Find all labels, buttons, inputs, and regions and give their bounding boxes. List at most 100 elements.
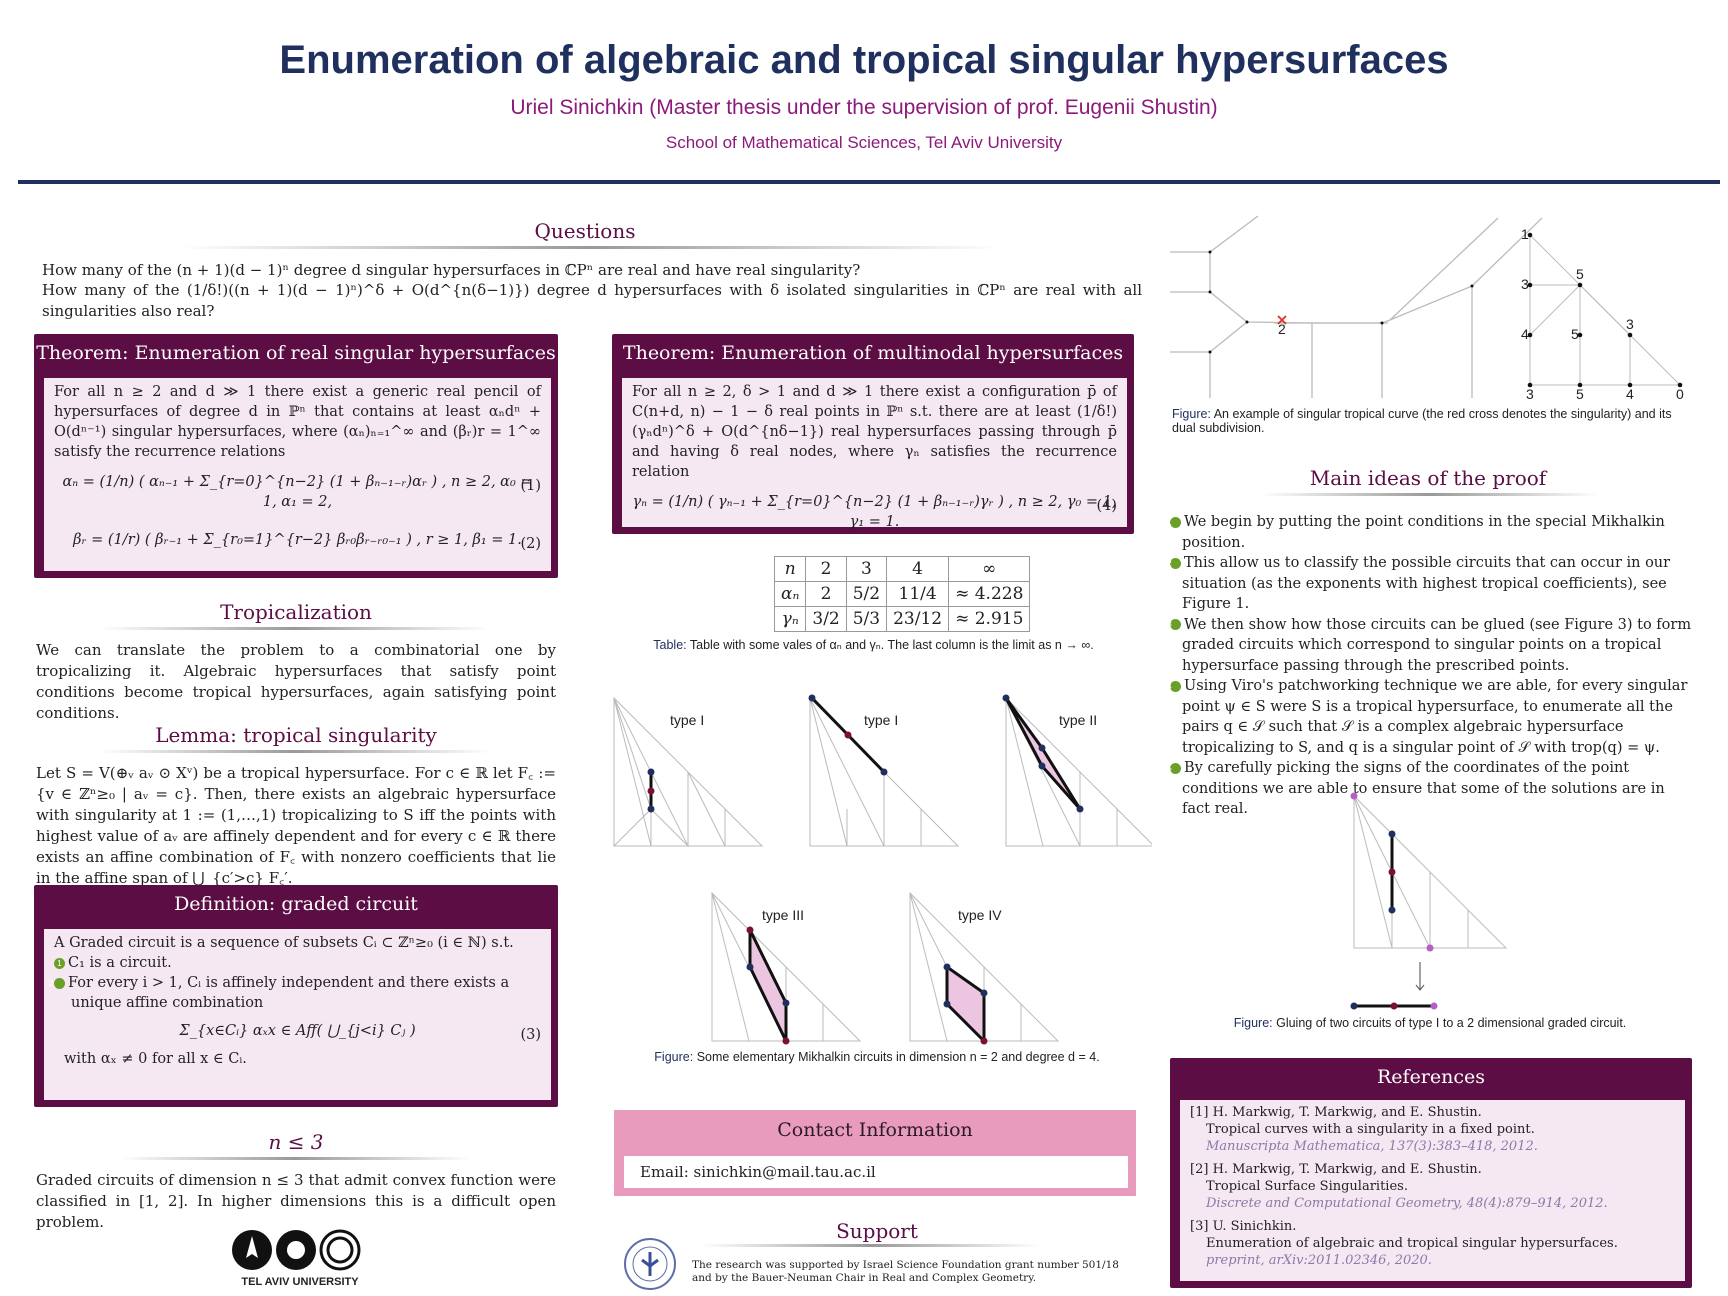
equation-3: Σ_{x∈Cᵢ} αₓx ∈ Aff( ⋃_{j<i} Cⱼ ) (3) [54,1021,541,1043]
circuit-grid-3 [1005,696,1152,847]
gluing-vertex [1426,944,1434,952]
theorem-real-body: For all n ≥ 2 and d ≫ 1 there exist a ge… [44,378,551,571]
main-ideas-item-text: This allow us to classify the possible c… [1182,555,1671,612]
bullet-1: 1 [54,957,65,969]
table-caption-text: Table with some vales of αₙ and γₙ. The … [689,638,1094,652]
table-cell: 4 [886,556,950,582]
lemma-heading: Lemma: tropical singularity [155,723,437,747]
definition-box: Definition: graded circuit A Graded circ… [34,885,558,1107]
support-text: The research was supported by Israel Sci… [692,1259,1119,1284]
glued-vertex [1430,1002,1438,1010]
equation-1-number: (1) [520,478,541,494]
reference-venue: Discrete and Computational Geometry, 48(… [1206,1196,1608,1211]
bullet-1: 1 [1167,516,1181,528]
reference-venue: Manuscripta Mathematica, 137(3):383–418,… [1206,1139,1538,1154]
tropical-caption-label: Figure: [1172,407,1211,421]
equation-2-text: βᵣ = (1/r) ( βᵣ₋₁ + Σ_{r₀=1}^{r−2} βᵣ₀βᵣ… [73,532,522,548]
equation-3-number: (3) [520,1027,541,1043]
gluing-vertex [1350,792,1358,800]
glued-vertex [1390,1002,1398,1010]
glued-vertex [1350,1002,1358,1010]
equation-4-text: γₙ = (1/n) ( γₙ₋₁ + Σ_{r=0}^{n−2} (1 + β… [632,494,1117,530]
bullet-5: 5 [1167,762,1181,774]
table-caption-label: Table: [653,638,687,652]
gluing-caption-label: Figure: [1233,1016,1273,1030]
bullet-3: 3 [1167,619,1181,630]
dual-vertices [1527,232,1683,388]
type-iii-fill [750,930,786,1041]
question-2: How many of the (1/δ!)((n + 1)(d − 1)ⁿ)^… [42,281,1142,320]
tropical-label-2: 2 [1278,321,1286,337]
theorem-multinodal-body: For all n ≥ 2, δ > 1 and d ≫ 1 there exi… [622,378,1127,530]
circuits-caption-text: Some elementary Mikhalkin circuits in di… [696,1050,1100,1064]
table-cell: 2 [805,556,847,582]
table-cell: 2 [805,581,847,607]
dual-label: 1 [1521,226,1529,242]
theorem-multinodal-text: For all n ≥ 2, δ > 1 and d ≫ 1 there exi… [632,384,1117,480]
table-cell: 3/2 [805,606,847,632]
header-rule [18,180,1720,184]
bullet-2: 2 [49,977,65,989]
main-ideas-item: 4 Using Viro's patchworking technique we … [1167,676,1692,758]
equation-2: βᵣ = (1/r) ( βᵣ₋₁ + Σ_{r₀=1}^{r−2} βᵣ₀βᵣ… [54,530,541,552]
circuit-label-3: type II [1059,712,1097,728]
questions-rule [180,246,1000,249]
poster-affiliation: School of Mathematical Sciences, Tel Avi… [665,133,1063,152]
poster-authors: Uriel Sinichkin (Master thesis under the… [510,96,1218,119]
table-cell: αₙ [773,581,807,607]
table-row: αₙ 2 5/2 11/4 ≈ 4.228 [773,581,1031,607]
values-table: n 2 3 4 ∞ αₙ 2 5/2 11/4 ≈ 4.228 γₙ 3/2 5… [773,556,1031,632]
definition-item-1: 1 C₁ is a circuit. [54,953,541,973]
main-ideas-item: 3 We then show how those circuits can be … [1167,615,1692,677]
definition-body: A Graded circuit is a sequence of subset… [44,929,551,1100]
table-cell: 3 [845,556,888,582]
values-table-wrap: n 2 3 4 ∞ αₙ 2 5/2 11/4 ≈ 4.228 γₙ 3/2 5… [773,556,1031,632]
main-ideas-item-text: By carefully picking the signs of the co… [1182,760,1665,817]
contact-box: Contact Information Email: sinichkin@mai… [614,1110,1136,1196]
definition-item-1-text: C₁ is a circuit. [68,955,172,971]
tropicalization-heading: Tropicalization [220,600,372,624]
dual-label: 5 [1576,386,1584,402]
reference-title: Enumeration of algebraic and tropical si… [1206,1236,1618,1251]
definition-intro: A Graded circuit is a sequence of subset… [54,935,514,951]
tau-logo-text: TEL AVIV UNIVERSITY [241,1276,359,1288]
circuits-caption-label: Figure: [654,1050,694,1064]
circuits-caption: Figure: Some elementary Mikhalkin circui… [612,1050,1142,1064]
table-cell: 23/12 [886,606,950,632]
reference-item: [1] H. Markwig, T. Markwig, and E. Shust… [1190,1104,1675,1155]
theorem-real-heading: Theorem: Enumeration of real singular hy… [36,342,556,364]
tropical-curve-figure: 2 1 3 5 4 5 3 3 5 4 0 [1170,215,1684,402]
table-cell: ≈ 4.228 [948,581,1031,607]
tropicalization-rule [100,627,490,630]
circuit-label-2: type I [864,712,898,728]
type-iv-fill [947,967,984,1041]
gluing-vertex [1388,906,1396,914]
dual-label: 0 [1676,386,1684,402]
reference-venue: preprint, arXiv:2011.02346, 2020. [1206,1253,1432,1268]
singularity-cross-icon [1277,315,1287,325]
arrow-down-icon [1415,962,1425,991]
circuit-label-4: type III [762,907,804,923]
reference-num: [3] [1190,1219,1209,1234]
tropical-curve [1170,215,1543,398]
nle3-rule [120,1157,470,1160]
table-cell: ∞ [948,556,1031,582]
table-row: γₙ 3/2 5/3 23/12 ≈ 2.915 [773,606,1031,632]
support-heading: Support [836,1219,918,1243]
table-cell: 5/2 [845,581,888,607]
main-ideas-list: 1 We begin by putting the point condition… [1167,512,1692,820]
reference-item: [3] U. Sinichkin. Enumeration of algebra… [1190,1218,1675,1269]
table-header-row: n 2 3 4 ∞ [773,556,1031,582]
tropical-caption-text: An example of singular tropical curve (t… [1172,407,1672,435]
tropicalization-text: We can translate the problem to a combin… [36,641,556,722]
mikhalkin-circuits-figure: type I type I type II type III type IV [613,694,1152,1045]
reference-item: [2] H. Markwig, T. Markwig, and E. Shust… [1190,1161,1675,1212]
definition-tail: with αₓ ≠ 0 for all x ∈ Cᵢ. [64,1051,247,1067]
main-ideas-rule [1260,493,1600,496]
dual-label: 3 [1521,276,1529,292]
lemma-rule [100,750,490,753]
main-ideas-item: 5 By carefully picking the signs of the c… [1167,758,1692,820]
references-box: References [1] H. Markwig, T. Markwig, a… [1170,1058,1692,1288]
gluing-figure [1350,792,1508,1010]
dual-label: 4 [1626,386,1634,402]
